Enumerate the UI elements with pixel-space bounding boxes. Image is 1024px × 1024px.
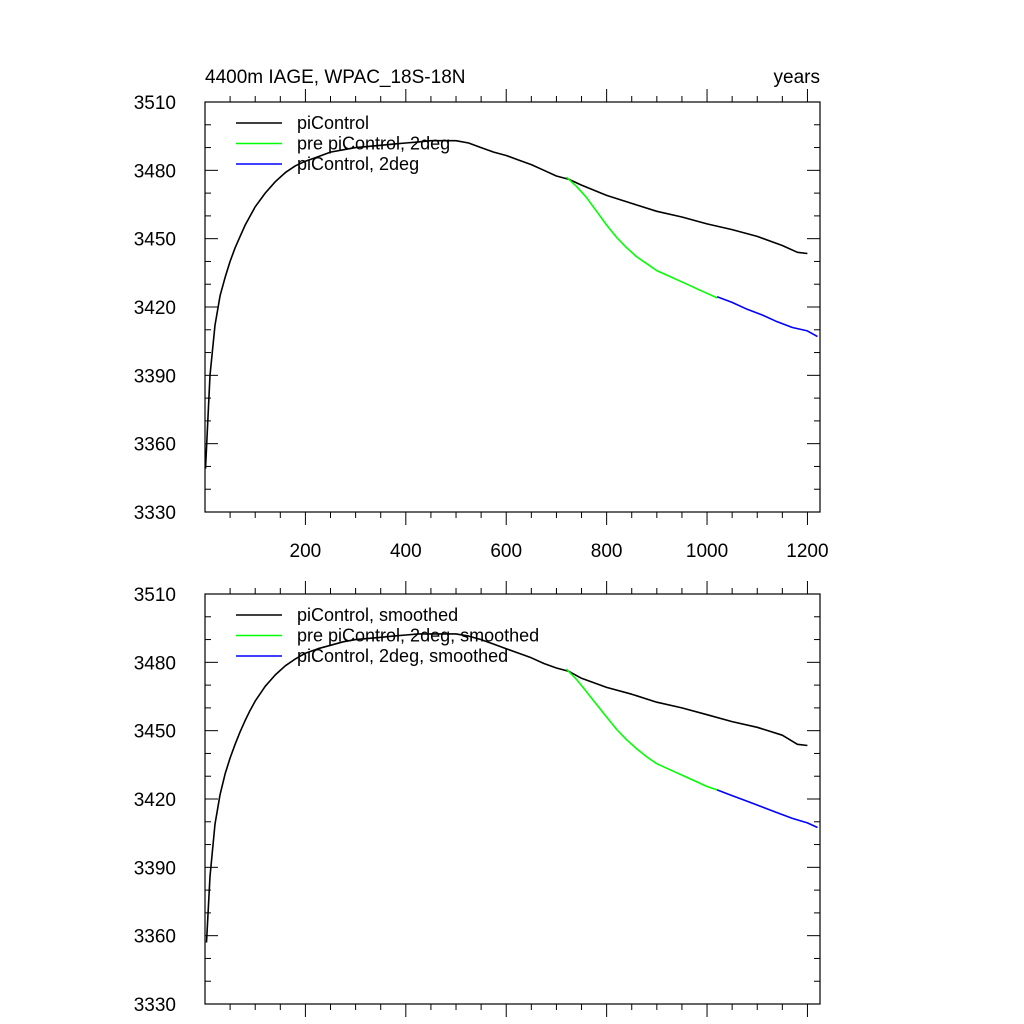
legend-label-2: piControl, 2deg, smoothed [297, 646, 508, 666]
y-tick-label: 3480 [134, 161, 176, 182]
series-line-1 [565, 668, 718, 791]
y-tick-label: 3420 [134, 790, 176, 811]
y-tick-label: 3480 [134, 653, 176, 674]
legend-label-2: piControl, 2deg [297, 154, 419, 174]
legend-label-1: pre piControl, 2deg, smoothed [297, 626, 539, 646]
x-tick-label: 800 [591, 541, 623, 562]
y-tick-label: 3510 [134, 585, 176, 606]
y-tick-label: 3420 [134, 298, 176, 319]
chart-units-label: years [774, 67, 820, 88]
legend-label-1: pre piControl, 2deg [297, 134, 450, 154]
y-tick-label: 3330 [134, 995, 176, 1016]
series-line-2 [716, 296, 818, 338]
y-tick-label: 3360 [134, 435, 176, 456]
x-tick-label: 600 [490, 541, 522, 562]
x-tick-label: 1000 [686, 541, 728, 562]
legend-label-0: piControl, smoothed [297, 605, 458, 625]
series-line-1 [565, 176, 718, 299]
x-tick-label: 400 [390, 541, 422, 562]
y-tick-label: 3450 [134, 722, 176, 743]
series-line-0 [205, 633, 808, 943]
x-tick-label: 1200 [786, 541, 828, 562]
chart-title: 4400m IAGE, WPAC_18S-18N [205, 67, 465, 88]
series-line-2 [716, 789, 818, 829]
legend-label-0: piControl [297, 113, 369, 133]
y-tick-label: 3390 [134, 366, 176, 387]
y-tick-label: 3360 [134, 927, 176, 948]
series-line-0 [204, 139, 808, 469]
x-tick-label: 200 [290, 541, 322, 562]
y-tick-label: 3450 [134, 230, 176, 251]
top-panel: 4400m IAGE, WPAC_18S-18N years 3330 3360 3… [134, 67, 829, 562]
y-tick-label: 3330 [134, 503, 176, 524]
y-tick-label: 3510 [134, 93, 176, 114]
y-tick-label: 3390 [134, 858, 176, 879]
bottom-panel: 3330 3360 3390 3420 3450 3480 3510 piControl, s… [134, 581, 821, 1017]
